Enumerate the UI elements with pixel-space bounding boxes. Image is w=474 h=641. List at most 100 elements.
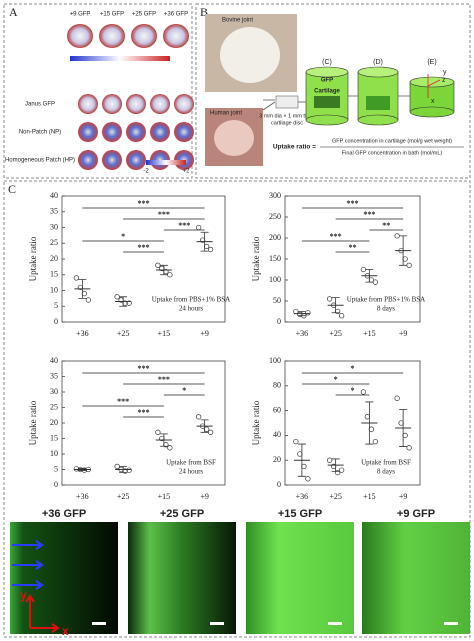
scale-bar	[328, 622, 342, 625]
variant-label: +9 GFP	[70, 12, 91, 18]
micrograph	[362, 522, 470, 634]
step-label: (D)	[373, 59, 383, 66]
y-axis-label: Uptake ratio	[28, 400, 38, 445]
significance-label: ***	[138, 364, 150, 373]
row-label: Homogeneous Patch (HP)	[5, 158, 75, 164]
significance-label: **	[382, 221, 390, 230]
x-tick-label: +9	[200, 492, 209, 501]
y-tick-label: 15	[50, 270, 58, 279]
surface-blob	[102, 122, 122, 142]
y-tick-label: 0	[54, 480, 58, 489]
error-bar	[200, 231, 209, 252]
significance-label: ***	[363, 210, 375, 219]
disc	[275, 95, 299, 109]
y-tick-label: 25	[50, 238, 58, 247]
y-tick-label: 40	[50, 356, 58, 365]
data-point	[334, 469, 341, 476]
data-point	[167, 272, 173, 278]
data-point	[155, 262, 161, 268]
surface-blob	[174, 122, 194, 142]
axis-arrows	[25, 594, 60, 633]
data-point	[394, 395, 400, 401]
arrow	[12, 560, 44, 570]
surface-blob	[150, 94, 170, 114]
data-point	[372, 279, 379, 285]
image-label: +36 GFP	[42, 508, 86, 520]
annotation: 24 hours	[179, 305, 204, 313]
arrow	[12, 580, 44, 590]
bovine-photo	[220, 27, 280, 83]
data-point	[195, 414, 202, 420]
y-tick-label: 100	[269, 356, 281, 365]
annotation: 8 days	[377, 468, 395, 476]
surface-blob	[78, 94, 98, 114]
significance-label: *	[351, 386, 355, 395]
y-tick-label: 20	[50, 418, 58, 427]
data-point	[406, 262, 412, 268]
y-tick-label: 50	[273, 296, 281, 305]
row-label: Janus GFP	[25, 102, 55, 108]
axis-label: y	[20, 588, 27, 602]
panel-label: A	[9, 5, 18, 19]
y-axis-label: Uptake ratio	[251, 236, 261, 281]
x-tick-label: +9	[399, 492, 408, 501]
data-point	[372, 438, 379, 445]
surface-blob	[78, 122, 98, 142]
axis-label: z	[442, 77, 446, 84]
axis-label: x	[431, 98, 435, 105]
cartilage-label: Cartilage	[314, 89, 340, 95]
photo-label: Human joint	[210, 111, 242, 117]
colorbar	[146, 160, 186, 165]
error-bar	[119, 296, 128, 307]
y-tick-label: 250	[269, 212, 281, 221]
error-bar	[399, 408, 408, 447]
y-tick-label: 60	[273, 405, 281, 414]
x-tick-label: +25	[329, 492, 342, 501]
colorbar-label: -2	[143, 169, 149, 175]
significance-label: ***	[138, 243, 150, 252]
y-tick-label: 40	[273, 430, 281, 439]
scale-bar	[92, 622, 106, 625]
data-point	[305, 310, 311, 316]
y-tick-label: 0	[54, 317, 58, 326]
data-point	[167, 445, 173, 451]
error-bar	[297, 311, 306, 317]
error-bar	[365, 269, 374, 283]
data-point	[326, 296, 333, 302]
scale-bar	[210, 622, 224, 625]
micrograph	[10, 522, 118, 634]
image-label: +25 GFP	[160, 508, 204, 520]
y-tick-label: 20	[50, 254, 58, 263]
surface-blob	[67, 24, 93, 48]
panel-label: C	[8, 182, 16, 196]
significance-label: ***	[138, 408, 150, 417]
y-tick-label: 30	[50, 387, 58, 396]
row-label: Non-Patch (NP)	[19, 130, 61, 136]
data-point	[360, 389, 367, 395]
surface-blob	[150, 122, 170, 142]
data-point	[394, 233, 400, 239]
cylinder-c	[305, 66, 349, 126]
x-tick-label: +36	[76, 329, 89, 338]
y-tick-label: 20	[273, 455, 281, 464]
data-point	[406, 445, 412, 451]
x-tick-label: +15	[158, 329, 171, 338]
x-tick-label: +36	[296, 492, 309, 501]
image-label: +9 GFP	[397, 508, 435, 520]
y-tick-label: 40	[50, 191, 58, 200]
cylinder-e	[409, 74, 455, 118]
surface-blob	[78, 150, 98, 170]
data-point	[114, 294, 120, 300]
annotation: Uptake from PBS+1% BSA	[347, 296, 425, 304]
plot-frame	[284, 360, 421, 486]
data-point	[326, 457, 333, 463]
data-point	[360, 266, 367, 273]
arrow	[12, 540, 44, 550]
variant-label: +25 GFP	[132, 12, 156, 18]
data-point	[195, 224, 202, 231]
colorbar	[70, 56, 170, 61]
image-label: +15 GFP	[278, 508, 322, 520]
axis-label: y	[443, 69, 447, 76]
panel-a-frame	[3, 3, 193, 179]
